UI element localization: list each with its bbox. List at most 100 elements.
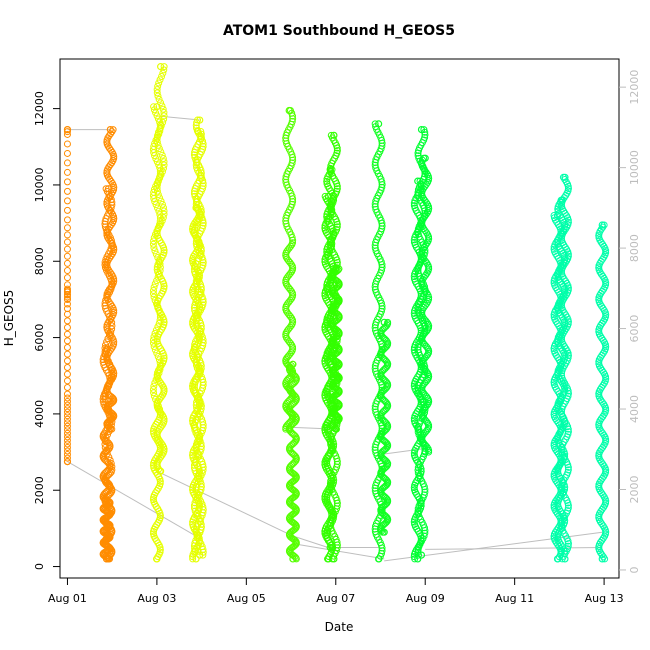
data-point: [196, 551, 204, 559]
data-point: [151, 280, 159, 288]
data-point: [557, 234, 565, 242]
data-point: [326, 164, 334, 172]
x-tick-label: Aug 13: [585, 592, 624, 605]
data-point: [160, 109, 168, 117]
data-point: [153, 181, 161, 189]
data-point: [160, 282, 168, 290]
data-point: [414, 464, 422, 472]
data-point: [191, 547, 199, 555]
data-point: [99, 528, 107, 536]
data-point: [153, 555, 161, 563]
data-point: [414, 423, 422, 430]
data-point: [561, 173, 569, 181]
data-point: [199, 216, 207, 224]
data-point: [414, 225, 422, 233]
data-point: [414, 267, 422, 275]
data-point: [554, 532, 562, 540]
data-point: [193, 158, 201, 166]
data-point: [421, 448, 429, 456]
data-point: [557, 200, 565, 208]
data-point: [156, 125, 164, 133]
data-point: [63, 447, 71, 455]
right-y-tick-label: 10000: [628, 150, 641, 185]
data-point: [557, 407, 565, 415]
data-point: [150, 528, 157, 536]
data-point: [557, 484, 565, 492]
data-point: [557, 522, 565, 530]
data-point: [63, 310, 71, 318]
data-point: [333, 256, 341, 264]
data-point: [108, 463, 116, 471]
data-point: [550, 347, 558, 355]
data-point: [191, 301, 199, 309]
data-point: [63, 149, 71, 157]
y-tick-label: 4000: [33, 400, 46, 428]
data-point: [150, 382, 158, 390]
data-point: [160, 158, 168, 166]
data-point: [153, 227, 161, 235]
data-point: [332, 425, 340, 433]
data-point: [63, 370, 71, 378]
data-point: [199, 140, 207, 148]
data-point: [419, 406, 427, 414]
data-point: [321, 192, 329, 200]
data-point: [160, 207, 168, 215]
data-point: [160, 445, 168, 453]
data-point: [564, 540, 572, 548]
data-point: [377, 299, 385, 307]
data-point: [150, 244, 158, 252]
data-point: [150, 293, 158, 301]
data-point: [602, 375, 610, 383]
connector-line: [384, 447, 428, 455]
data-point: [333, 218, 341, 226]
data-point: [414, 188, 422, 196]
data-point: [63, 383, 71, 391]
y-tick-label: 12000: [33, 91, 46, 126]
data-point: [564, 318, 572, 326]
data-point: [372, 481, 380, 489]
data-point: [558, 367, 566, 375]
data-point: [103, 450, 111, 458]
data-point: [152, 326, 160, 334]
data-point: [63, 415, 71, 423]
data-point: [63, 408, 71, 416]
data-point: [101, 440, 109, 448]
data-point: [595, 296, 603, 304]
data-point: [410, 518, 418, 526]
data-point: [191, 418, 199, 426]
data-point: [330, 131, 338, 139]
connector-line: [156, 470, 294, 537]
data-point: [197, 399, 205, 407]
data-point: [149, 286, 157, 294]
data-point: [326, 203, 334, 211]
data-point: [564, 250, 572, 258]
data-point: [153, 103, 161, 111]
data-point: [63, 426, 71, 434]
data-point: [63, 350, 71, 358]
data-point: [157, 467, 165, 475]
data-point: [333, 147, 341, 155]
data-point: [150, 459, 158, 467]
data-point: [420, 524, 428, 532]
data-point: [199, 179, 207, 187]
data-point: [153, 187, 161, 195]
data-point: [192, 317, 200, 325]
data-point: [151, 346, 159, 354]
data-point: [602, 468, 610, 476]
data-point: [558, 555, 566, 563]
data-point: [333, 220, 341, 228]
data-point: [289, 236, 297, 244]
data-point: [63, 324, 71, 332]
data-point: [372, 441, 380, 449]
data-point: [557, 446, 565, 454]
right-y-tick-label: 6000: [628, 315, 641, 343]
data-point: [602, 437, 610, 445]
data-point: [371, 443, 379, 451]
data-point: [422, 168, 430, 176]
data-point: [156, 544, 164, 552]
data-point: [63, 344, 71, 352]
data-point: [159, 154, 167, 162]
data-point: [63, 140, 71, 148]
data-point: [199, 137, 207, 145]
data-point: [63, 364, 71, 371]
